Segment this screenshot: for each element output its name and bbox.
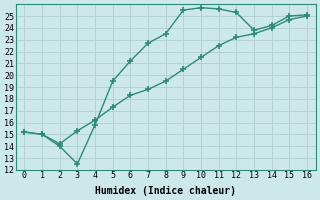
- X-axis label: Humidex (Indice chaleur): Humidex (Indice chaleur): [95, 186, 236, 196]
